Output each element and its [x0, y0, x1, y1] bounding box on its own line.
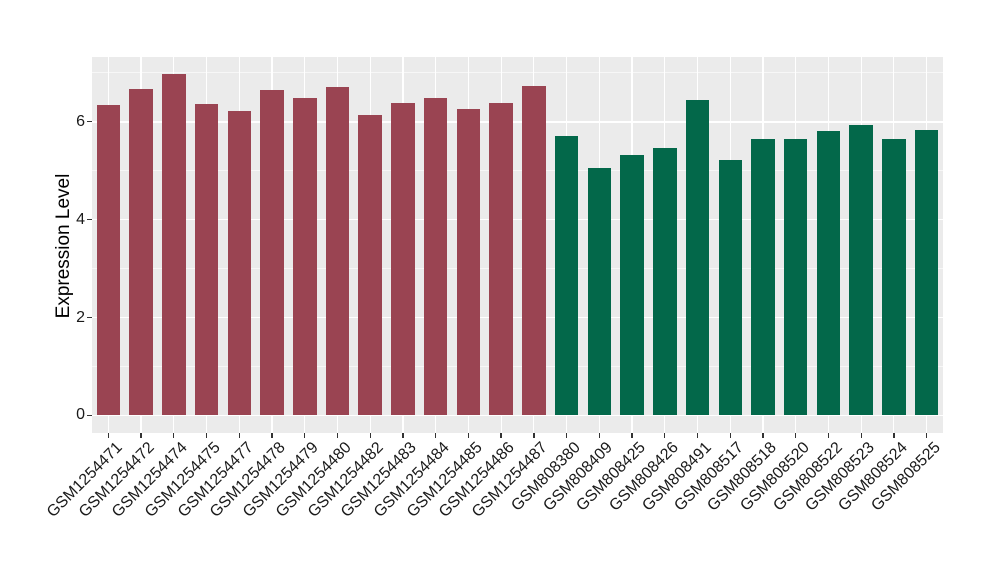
major-gridline: [92, 415, 943, 417]
x-tick-mark: [108, 433, 109, 438]
x-tick-mark: [861, 433, 862, 438]
x-tick-mark: [337, 433, 338, 438]
major-gridline: [92, 317, 943, 319]
minor-gridline: [92, 170, 943, 171]
minor-gridline: [92, 366, 943, 367]
y-tick-label: 0: [55, 407, 85, 423]
x-tick-mark: [500, 433, 501, 438]
bar: [129, 89, 153, 416]
bar: [653, 148, 677, 415]
x-tick-mark: [370, 433, 371, 438]
bar: [391, 103, 415, 416]
x-tick-mark: [762, 433, 763, 438]
bar: [817, 131, 841, 415]
x-tick-mark: [828, 433, 829, 438]
bar: [162, 74, 186, 415]
x-tick-mark: [173, 433, 174, 438]
x-tick-mark: [566, 433, 567, 438]
minor-gridline: [92, 268, 943, 269]
bar: [358, 115, 382, 415]
bar: [882, 139, 906, 415]
x-tick-mark: [664, 433, 665, 438]
bar: [915, 130, 939, 415]
bar: [489, 103, 513, 415]
bar: [751, 139, 775, 415]
major-gridline: [92, 121, 943, 123]
x-tick-mark: [402, 433, 403, 438]
bar: [293, 98, 317, 415]
bar: [228, 111, 252, 416]
x-tick-mark: [206, 433, 207, 438]
x-tick-mark: [435, 433, 436, 438]
y-tick-label: 2: [55, 310, 85, 326]
bar: [457, 109, 481, 416]
y-tick-label: 6: [55, 114, 85, 130]
x-tick-mark: [599, 433, 600, 438]
bar: [849, 125, 873, 415]
y-tick-mark: [87, 415, 92, 416]
y-tick-mark: [87, 219, 92, 220]
bar: [260, 90, 284, 416]
expression-bar-chart: Expression Level 0246GSM1254471GSM125447…: [0, 0, 1000, 580]
bar: [784, 139, 808, 415]
x-tick-mark: [893, 433, 894, 438]
bar: [195, 104, 219, 416]
x-tick-mark: [730, 433, 731, 438]
x-tick-mark: [631, 433, 632, 438]
bar: [97, 105, 121, 416]
bar: [719, 160, 743, 415]
minor-gridline: [92, 72, 943, 73]
x-tick-mark: [140, 433, 141, 438]
bar: [555, 136, 579, 415]
plot-panel: [92, 57, 943, 433]
x-tick-mark: [795, 433, 796, 438]
y-tick-mark: [87, 121, 92, 122]
x-tick-mark: [271, 433, 272, 438]
x-tick-mark: [239, 433, 240, 438]
bar: [326, 87, 350, 416]
bar: [522, 86, 546, 415]
x-tick-mark: [304, 433, 305, 438]
x-tick-mark: [533, 433, 534, 438]
major-gridline: [92, 219, 943, 221]
x-tick-mark: [468, 433, 469, 438]
x-tick-mark: [697, 433, 698, 438]
y-tick-label: 4: [55, 212, 85, 228]
bar: [424, 98, 448, 415]
y-tick-mark: [87, 317, 92, 318]
bar: [588, 168, 612, 415]
bar: [686, 100, 710, 415]
bar: [620, 155, 644, 415]
x-tick-mark: [926, 433, 927, 438]
